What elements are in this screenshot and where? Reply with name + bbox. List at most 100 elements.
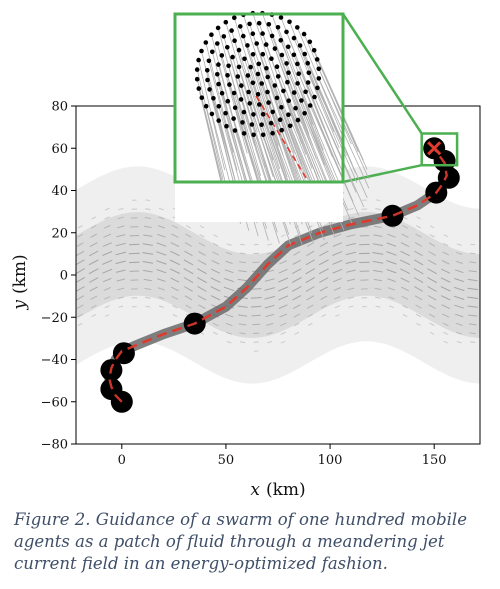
agent-dot: [287, 19, 292, 25]
field-arrow: [169, 259, 181, 266]
field-arrow: [347, 216, 355, 220]
agent-dot: [263, 42, 269, 47]
field-arrow: [198, 242, 206, 247]
field-arrow: [144, 287, 152, 290]
field-arrow: [294, 234, 300, 238]
agent-tether: [305, 91, 354, 202]
field-arrow: [145, 296, 151, 299]
field-arrow: [416, 216, 421, 220]
agent-dot: [221, 34, 227, 39]
agent-dot: [247, 21, 252, 27]
field-arrow: [170, 286, 179, 292]
field-arrow: [198, 251, 206, 256]
agent-dot: [285, 44, 291, 50]
field-arrow: [76, 276, 86, 283]
agent-dot: [270, 130, 275, 136]
agent-dot: [239, 83, 244, 88]
agent-dot: [259, 122, 264, 127]
y-tick-label: 0: [60, 269, 68, 284]
agent-dot: [307, 103, 313, 108]
y-tick-label: −20: [41, 311, 68, 326]
field-arrow: [456, 340, 462, 344]
field-arrow: [266, 332, 273, 335]
agent-dot: [295, 25, 300, 30]
field-arrow: [210, 295, 221, 301]
field-arrow: [213, 234, 218, 238]
field-arrow: [76, 295, 85, 301]
field-arrow: [156, 269, 167, 274]
field-arrow: [386, 251, 397, 256]
agent-dot: [291, 52, 297, 58]
agent-dot: [227, 82, 232, 87]
figure-caption: Figure 2. Guidance of a swarm of one hun…: [14, 510, 467, 573]
field-arrow: [440, 295, 451, 301]
agent-tether: [308, 72, 358, 183]
field-arrow: [88, 259, 99, 266]
agent-dot: [247, 101, 253, 106]
field-arrow: [292, 259, 301, 265]
field-arrow: [470, 243, 476, 246]
field-arrow: [264, 278, 275, 282]
inset-frame: [173, 12, 345, 184]
agent-dot: [238, 24, 243, 29]
agent-dot: [250, 80, 256, 86]
agent-dot: [199, 95, 205, 100]
field-arrow: [117, 216, 124, 220]
agent-dot: [295, 117, 301, 123]
field-arrow: [373, 269, 383, 273]
field-arrow: [183, 268, 194, 275]
field-arrow: [333, 233, 342, 238]
agent-dot: [223, 110, 228, 116]
field-arrow: [145, 208, 151, 210]
field-arrow: [103, 225, 111, 229]
agent-dot: [272, 46, 278, 51]
agent-tether: [211, 51, 242, 162]
field-arrow: [413, 268, 424, 275]
field-arrow: [454, 313, 464, 318]
x-tick-label: 50: [218, 453, 235, 468]
agent-dot: [311, 48, 317, 53]
agent-dot: [306, 70, 312, 76]
field-arrow: [347, 287, 355, 291]
field-arrow: [291, 268, 302, 275]
agent-tether: [206, 70, 236, 181]
agent-dot: [223, 19, 229, 25]
y-tick-label: −60: [41, 395, 68, 410]
field-arrow: [455, 322, 463, 326]
axis-ticks: 0 50 100 150 80 60 40 20 0 −20 −40 −60 −80: [41, 100, 447, 469]
agent-dot: [281, 88, 286, 94]
agent-dot: [250, 52, 256, 57]
agent-dot: [231, 90, 237, 96]
field-arrow: [334, 296, 341, 300]
agent-tether: [196, 69, 224, 180]
field-arrow: [443, 340, 448, 344]
field-arrow: [278, 286, 289, 292]
field-arrow: [414, 242, 423, 247]
field-arrow: [198, 304, 206, 310]
field-arrow: [278, 295, 289, 301]
field-arrow: [197, 295, 207, 301]
agent-dot: [203, 103, 209, 109]
field-arrow: [237, 278, 248, 282]
agent-dot: [211, 96, 216, 101]
field-arrow: [104, 207, 110, 211]
field-arrow: [469, 252, 476, 255]
agent-tether: [271, 14, 313, 125]
agent-tether: [247, 45, 284, 156]
field-arrow: [307, 313, 314, 318]
field-arrow: [292, 295, 302, 301]
field-arrow: [387, 278, 396, 283]
agent-tether: [247, 75, 285, 186]
field-arrow: [89, 250, 99, 257]
agent-dot: [232, 38, 237, 43]
field-arrow: [305, 259, 315, 266]
field-arrow: [115, 269, 126, 273]
agent-dot: [307, 39, 313, 45]
field-arrow: [467, 287, 479, 291]
agent-dot: [207, 87, 212, 92]
field-arrow: [470, 341, 476, 343]
field-arrow: [468, 323, 477, 326]
field-arrow: [443, 331, 449, 335]
field-arrow: [226, 331, 232, 335]
field-arrow: [332, 259, 343, 265]
